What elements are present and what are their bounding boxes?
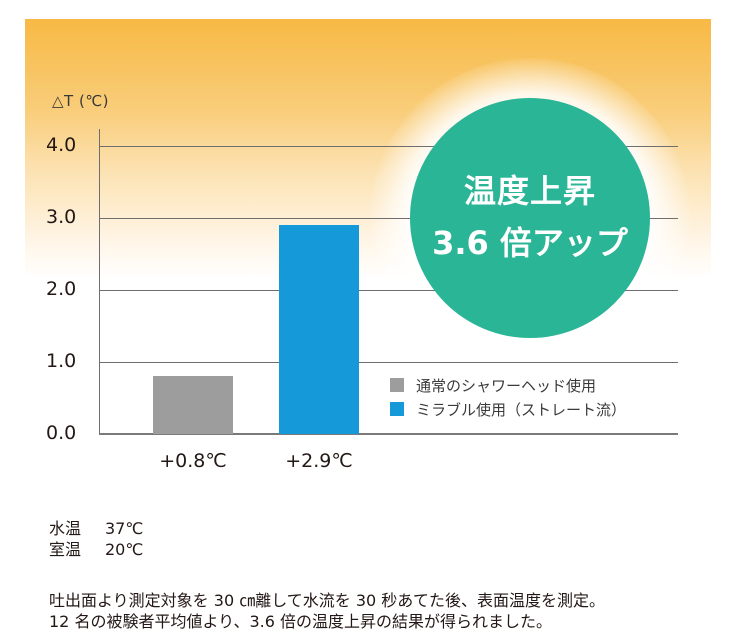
legend: 通常のシャワーヘッド使用 ミラブル使用（ストレート流）	[390, 373, 626, 421]
legend-label: ミラブル使用（ストレート流）	[416, 400, 627, 419]
badge-line2: 3.6 倍アップ	[432, 224, 628, 262]
condition-row: 水温 37℃	[49, 518, 143, 539]
bar-value-label: +0.8℃	[159, 450, 227, 472]
gridline-4	[99, 146, 678, 147]
condition-row: 室温 20℃	[49, 539, 143, 560]
gridline-3	[99, 218, 678, 219]
legend-swatch-gray	[390, 378, 404, 392]
y-tick-label: 2.0	[46, 278, 77, 300]
condition-key: 室温	[49, 540, 82, 559]
legend-label: 通常のシャワーヘッド使用	[416, 376, 597, 395]
badge-line1: 温度上昇	[463, 172, 596, 210]
bar-value-label: +2.9℃	[285, 450, 353, 472]
legend-item: 通常のシャワーヘッド使用	[390, 373, 626, 397]
result-badge: 温度上昇 3.6 倍アップ	[410, 98, 650, 338]
x-axis-baseline	[99, 433, 678, 435]
gridline-1	[99, 362, 678, 363]
y-axis-title: △T (℃)	[52, 92, 110, 110]
legend-item: ミラブル使用（ストレート流）	[390, 397, 626, 421]
description-line: 吐出面より測定対象を 30 ㎝離して水流を 30 秒あてた後、表面温度を測定。	[49, 591, 605, 610]
y-tick-label: 3.0	[46, 206, 77, 228]
y-axis	[99, 129, 100, 435]
legend-swatch-blue	[390, 402, 404, 416]
condition-value: 37℃	[105, 519, 144, 538]
gridline-2	[99, 290, 678, 291]
test-conditions: 水温 37℃ 室温 20℃	[49, 518, 143, 560]
bar-mirable	[279, 225, 359, 434]
y-tick-label: 0.0	[46, 422, 77, 444]
test-description: 吐出面より測定対象を 30 ㎝離して水流を 30 秒あてた後、表面温度を測定。 …	[49, 590, 605, 632]
condition-key: 水温	[49, 519, 82, 538]
y-tick-label: 1.0	[46, 350, 77, 372]
condition-value: 20℃	[105, 540, 144, 559]
description-line: 12 名の被験者平均値より、3.6 倍の温度上昇の結果が得られました。	[49, 612, 553, 631]
y-tick-label: 4.0	[46, 134, 77, 156]
bar-normal-shower	[153, 376, 233, 434]
